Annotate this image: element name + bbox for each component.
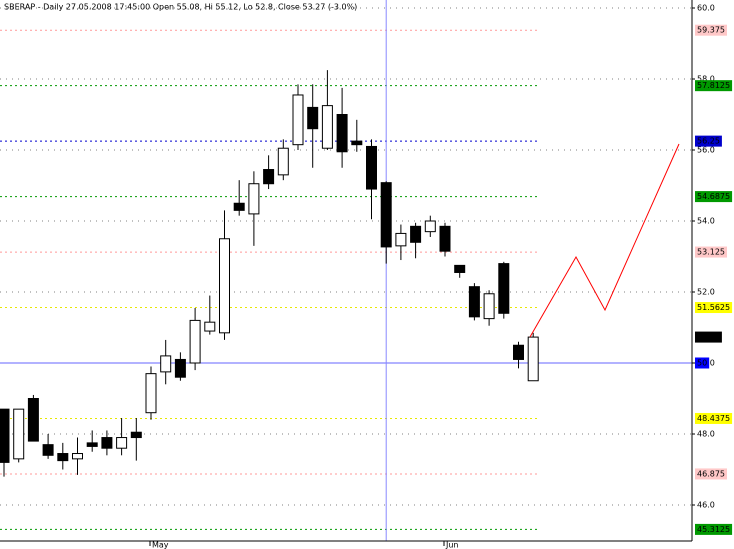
y-tick-label: 60.0 (697, 4, 715, 13)
candle-body (13, 408, 25, 460)
level-label: 59.375 (697, 26, 725, 35)
candle-body (130, 431, 142, 439)
candle-body (321, 105, 333, 149)
candle-body (145, 373, 157, 414)
level-label: 45.3125 (697, 525, 730, 534)
level-label: 51.5625 (697, 303, 730, 312)
candle-body (86, 442, 98, 447)
candle-body (263, 169, 275, 185)
candle-body (219, 238, 230, 334)
y-tick-label: 52.0 (697, 288, 715, 297)
candle-body (527, 336, 539, 382)
levels-layer (0, 0, 692, 541)
candle-body (42, 444, 54, 456)
candle-body (0, 408, 10, 463)
level-label: 48.4375 (697, 414, 730, 423)
level-label-box (695, 357, 710, 369)
level-label-box (695, 412, 733, 424)
x-tick-label: Jun (445, 541, 459, 549)
candle-body (468, 286, 480, 318)
level-label-box (695, 246, 727, 258)
chart-title: SBERAP - Daily 27.05.2008 17:45:00 Open … (4, 3, 357, 12)
y-tick-label: 48.0 (697, 430, 715, 439)
level-label-box (695, 468, 727, 480)
candle-body (189, 319, 201, 364)
level-label-box (695, 302, 733, 314)
last-price-box (695, 331, 722, 343)
candle-body (483, 293, 495, 320)
candle-body (204, 321, 216, 332)
level-label-box (695, 24, 727, 36)
candle-body (498, 263, 510, 314)
level-label-box (695, 191, 733, 203)
y-tick-label: 58.0 (697, 75, 715, 84)
candles-layer (0, 70, 539, 477)
candle-body (336, 114, 348, 153)
level-label: 46.875 (697, 469, 725, 478)
candle-body (27, 398, 39, 442)
level-label-box (695, 80, 733, 92)
candle-body (277, 147, 289, 176)
y-tick-label: 56.0 (697, 146, 715, 155)
candle-body (424, 220, 436, 233)
candle-body (513, 344, 524, 360)
candle-body (57, 453, 69, 462)
candle-body (72, 453, 83, 460)
candle-body (351, 140, 363, 146)
y-tick-label: 46.0 (697, 501, 715, 510)
level-label: 56.25 (697, 137, 720, 146)
level-label: 57.8125 (697, 81, 730, 90)
candle-body (160, 355, 172, 373)
level-label-box (695, 135, 722, 147)
x-tick-label: May (152, 541, 169, 549)
candle-body (380, 182, 392, 248)
candle-body (307, 106, 319, 130)
candle-body (248, 183, 260, 215)
candle-body (410, 225, 422, 243)
candle-body (366, 145, 377, 190)
labels-layer: 59.375 57.8125 56.25 54.6875 53.125 51.5625 50… (149, 24, 733, 549)
candle-body (233, 202, 245, 211)
candle-body (174, 358, 186, 378)
candle-body (454, 264, 466, 273)
trend-drawing (529, 143, 680, 338)
candle-body (116, 437, 128, 449)
candle-body (439, 225, 451, 252)
level-label: 53.125 (697, 248, 725, 257)
level-label-box (695, 523, 733, 535)
y-tick-label: 54.0 (697, 217, 715, 226)
level-label: 54.6875 (697, 192, 730, 201)
candle-body (395, 232, 407, 247)
candle-body (292, 94, 304, 146)
level-label: 50 (697, 359, 707, 368)
candle-body (101, 437, 113, 449)
last-price-label: 50.73 (697, 333, 720, 342)
